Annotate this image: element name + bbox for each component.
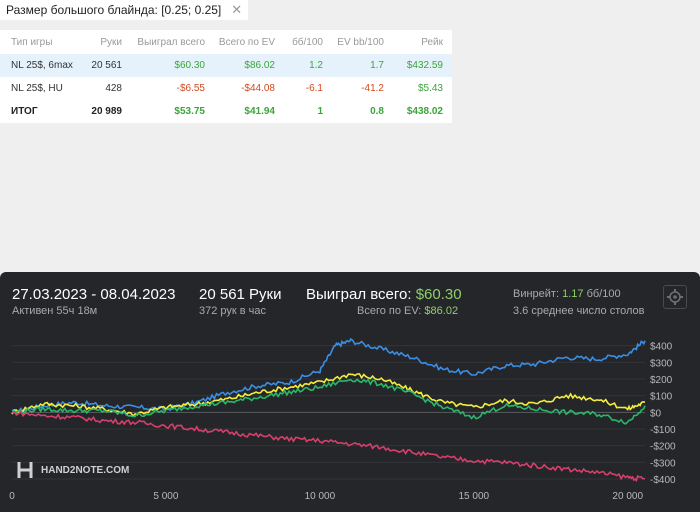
table-total-row: ИТОГ 20 989 $53.75 $41.94 1 0.8 $438.02 xyxy=(0,100,452,123)
logo-text: HAND2NOTE.COM xyxy=(41,464,130,476)
winrate-label: Винрейт: xyxy=(513,288,560,300)
hand2note-logo: HAND2NOTE.COM xyxy=(16,460,129,480)
cell-rake: $5.43 xyxy=(417,83,443,94)
cell-ev-total: -$44.08 xyxy=(241,83,275,94)
close-icon[interactable]: ✕ xyxy=(231,2,243,17)
series-line xyxy=(11,378,646,425)
ev-value: $86.02 xyxy=(424,305,459,317)
filter-label: Размер большого блайнда: [0.25; 0.25] xyxy=(6,3,222,17)
cell-total-label: ИТОГ xyxy=(11,106,38,117)
cell-ev-bb100: 0.8 xyxy=(370,106,384,117)
series-line xyxy=(11,337,646,415)
col-hands[interactable]: Руки xyxy=(100,36,122,48)
hands-per-hour: 372 рук в час xyxy=(199,305,267,317)
col-ev-total[interactable]: Всего по EV xyxy=(218,36,275,48)
settings-button[interactable] xyxy=(663,285,687,309)
cell-ev-total: $41.94 xyxy=(244,106,275,117)
date-range: 27.03.2023 - 08.04.2023 xyxy=(12,286,176,303)
series-line xyxy=(11,373,646,417)
x-tick-label: 0 xyxy=(9,491,15,502)
cell-hands: 20 561 xyxy=(91,60,122,71)
col-bb100[interactable]: бб/100 xyxy=(292,36,323,48)
hands-count: 20 561 Руки xyxy=(199,286,282,303)
logo-icon xyxy=(17,462,33,478)
cell-ev-bb100: -41.2 xyxy=(361,83,384,94)
y-tick-label: $400 xyxy=(650,342,673,353)
won-value: $60.30 xyxy=(415,286,462,303)
cell-won-total: -$6.55 xyxy=(176,83,205,94)
x-tick-label: 15 000 xyxy=(458,491,489,502)
cell-rake: $432.59 xyxy=(406,60,443,71)
winrate-unit: бб/100 xyxy=(586,288,621,300)
cell-ev-bb100: 1.7 xyxy=(370,60,384,71)
y-tick-label: -$300 xyxy=(650,458,676,469)
ev-label: Всего по EV: xyxy=(357,305,422,317)
table-row[interactable]: NL 25$, HU 428 -$6.55 -$44.08 -6.1 -41.2… xyxy=(0,77,452,100)
y-tick-label: $100 xyxy=(650,392,673,403)
y-tick-label: $300 xyxy=(650,358,673,369)
col-rake[interactable]: Рейк xyxy=(421,36,443,48)
cell-bb100: 1.2 xyxy=(309,60,323,71)
avg-tables: 3.6 среднее число столов xyxy=(513,305,645,317)
cell-ev-total: $86.02 xyxy=(244,60,275,71)
y-tick-label: -$100 xyxy=(650,425,676,436)
cell-game-type: NL 25$, HU xyxy=(11,83,63,94)
cell-rake: $438.02 xyxy=(406,106,443,117)
y-tick-label: -$400 xyxy=(650,475,676,486)
col-won-total[interactable]: Выиграл всего xyxy=(137,36,205,48)
cell-won-total: $53.75 xyxy=(174,106,205,117)
y-tick-label: $0 xyxy=(650,408,662,419)
results-graph-panel: 27.03.2023 - 08.04.2023 Активен 55ч 18м … xyxy=(0,272,700,512)
winrate: Винрейт: 1.17 бб/100 xyxy=(513,288,621,300)
cell-bb100: 1 xyxy=(317,106,323,117)
x-tick-label: 20 000 xyxy=(612,491,643,502)
cell-hands: 20 989 xyxy=(91,106,122,117)
active-time: Активен 55ч 18м xyxy=(12,305,98,317)
col-game-type[interactable]: Тип игры xyxy=(11,36,53,48)
x-tick-label: 10 000 xyxy=(305,491,336,502)
y-tick-label: $200 xyxy=(650,375,673,386)
won-total-heading: Выиграл всего: $60.30 xyxy=(306,286,462,303)
ev-total-line: Всего по EV: $86.02 xyxy=(357,305,458,317)
series-line xyxy=(11,410,646,483)
y-tick-label: -$200 xyxy=(650,442,676,453)
cell-bb100: -6.1 xyxy=(305,83,323,94)
cell-won-total: $60.30 xyxy=(174,60,205,71)
gear-icon xyxy=(667,289,683,305)
x-tick-label: 5 000 xyxy=(153,491,178,502)
won-label: Выиграл всего: xyxy=(306,286,412,303)
table-header-row: Тип игры Руки Выиграл всего Всего по EV … xyxy=(0,30,452,54)
cell-game-type: NL 25$, 6max xyxy=(11,60,73,71)
stats-table: Тип игры Руки Выиграл всего Всего по EV … xyxy=(0,30,452,123)
cell-hands: 428 xyxy=(105,83,122,94)
blind-size-filter-chip[interactable]: Размер большого блайнда: [0.25; 0.25] ✕ xyxy=(0,0,249,20)
results-chart: $400 $300 $200 $100 $0 -$100 -$200 -$300 -$400 0… xyxy=(9,337,676,502)
winrate-value: 1.17 xyxy=(562,288,584,300)
table-row[interactable]: NL 25$, 6max 20 561 $60.30 $86.02 1.2 1.… xyxy=(0,54,452,77)
col-ev-bb100[interactable]: EV bb/100 xyxy=(337,36,384,48)
